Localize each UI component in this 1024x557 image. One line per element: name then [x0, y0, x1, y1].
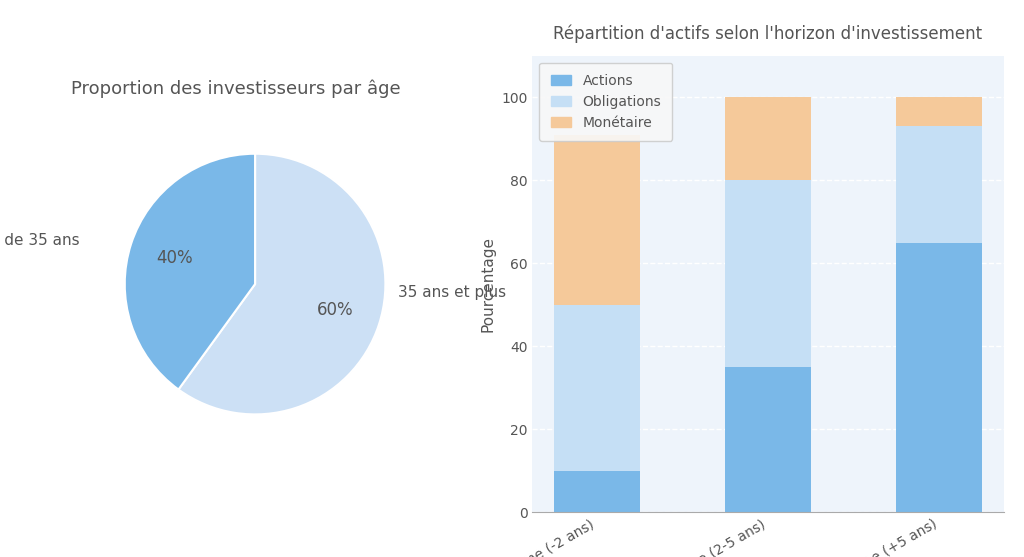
Bar: [725, 97, 811, 180]
Text: Moins de 35 ans: Moins de 35 ans: [0, 233, 79, 248]
Wedge shape: [125, 154, 255, 389]
Bar: [554, 135, 640, 305]
Bar: [554, 471, 640, 512]
Bar: [896, 242, 982, 512]
Bar: [725, 180, 811, 367]
Title: Répartition d'actifs selon l'horizon d'investissement: Répartition d'actifs selon l'horizon d'i…: [553, 25, 983, 43]
Bar: [725, 367, 811, 512]
Text: 35 ans et plus: 35 ans et plus: [398, 285, 507, 300]
Text: 40%: 40%: [157, 249, 193, 267]
Legend: Actions, Obligations, Monétaire: Actions, Obligations, Monétaire: [540, 62, 673, 141]
Y-axis label: Pourcentage: Pourcentage: [480, 236, 496, 332]
Title: Proportion des investisseurs par âge: Proportion des investisseurs par âge: [71, 79, 400, 98]
Bar: [554, 305, 640, 471]
Bar: [896, 126, 982, 242]
Text: 60%: 60%: [317, 301, 354, 319]
Bar: [896, 97, 982, 126]
Wedge shape: [178, 154, 385, 414]
